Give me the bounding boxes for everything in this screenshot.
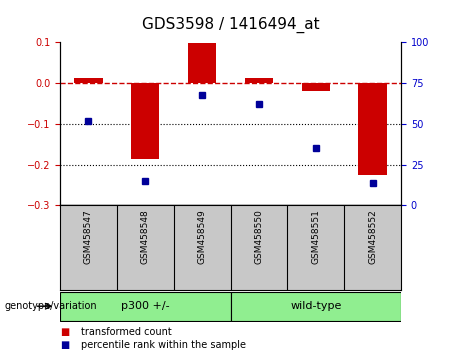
Text: wild-type: wild-type [290,301,342,311]
Text: GDS3598 / 1416494_at: GDS3598 / 1416494_at [142,17,319,33]
Bar [230,292,401,321]
Bar [188,43,216,83]
Text: p300 +/-: p300 +/- [121,301,170,311]
Text: ■: ■ [60,327,69,337]
Bar [60,292,230,321]
Bar [358,83,387,175]
Text: genotype/variation: genotype/variation [5,301,97,311]
Text: ■: ■ [60,340,69,350]
Text: GSM458548: GSM458548 [141,210,150,264]
Bar [245,78,273,83]
Text: transformed count: transformed count [81,327,171,337]
Text: GSM458552: GSM458552 [368,210,377,264]
Text: GSM458551: GSM458551 [311,210,320,264]
Text: GSM458550: GSM458550 [254,210,263,264]
Text: GSM458549: GSM458549 [198,210,207,264]
Bar [131,83,160,159]
Text: percentile rank within the sample: percentile rank within the sample [81,340,246,350]
Text: GSM458547: GSM458547 [84,210,93,264]
Bar [301,83,330,91]
Bar [74,78,102,83]
